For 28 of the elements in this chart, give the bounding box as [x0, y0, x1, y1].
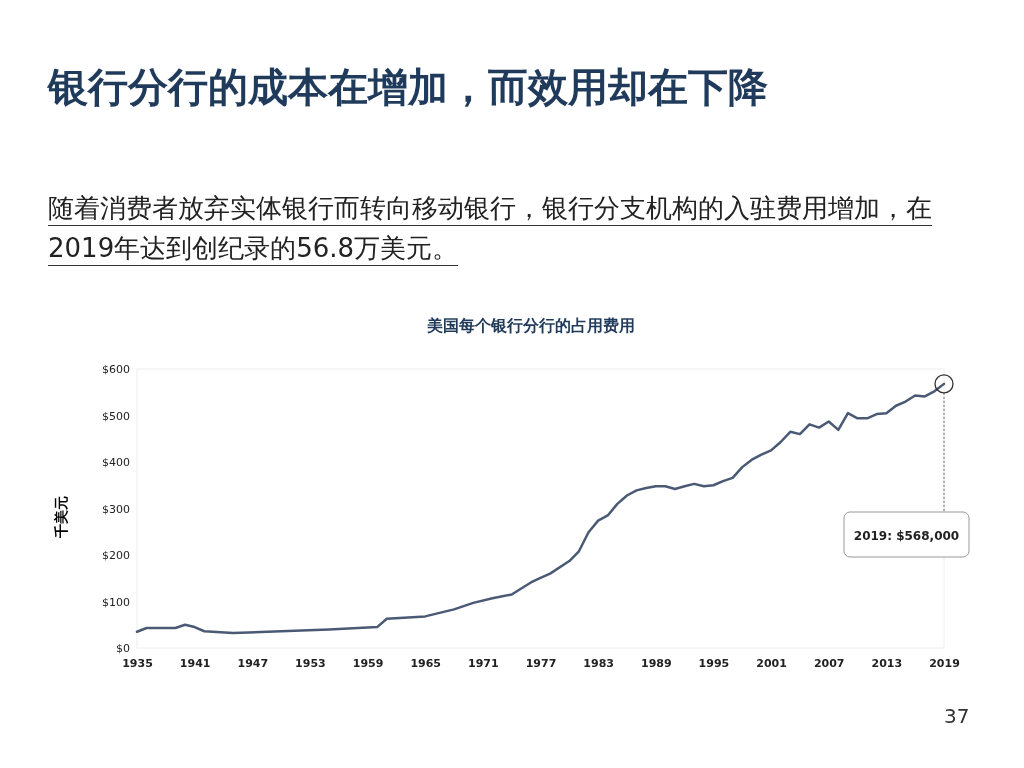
x-tick-label: 1971 — [468, 656, 499, 670]
y-tick-label: $200 — [102, 549, 130, 563]
text: 随着消费者放弃实体银行而转向移动银行，银行分支机构的入驻费用增加，在2019年达到创纪录的56.8万美元。 — [48, 193, 932, 266]
x-tick-label: 1965 — [410, 656, 442, 670]
y-tick-label: $0 — [116, 642, 130, 656]
x-tick-label: 1941 — [179, 656, 211, 670]
y-axis-title: 千美元 — [53, 495, 69, 539]
x-tick-label: 2013 — [871, 656, 903, 670]
text: 37 — [944, 704, 970, 728]
x-tick-label: 1989 — [640, 656, 672, 670]
y-tick-label: $600 — [102, 363, 130, 377]
x-tick-label: 1995 — [698, 656, 730, 670]
text: 银行分行的成本在增加，而效用却在下降 — [48, 63, 768, 112]
x-tick-label: 2001 — [756, 656, 787, 670]
x-tick-label: 1977 — [525, 656, 557, 670]
x-tick-label: 1935 — [122, 656, 153, 670]
y-tick-label: $400 — [102, 456, 130, 470]
annotation: 2019: $568,000 — [853, 528, 960, 543]
x-tick-label: 2019 — [929, 656, 960, 670]
x-tick-label: 2007 — [813, 656, 845, 670]
chart-title: 美国每个银行分行的占用费用 — [425, 316, 635, 335]
x-tick-label: 1953 — [295, 656, 326, 670]
y-tick-label: $300 — [102, 502, 130, 516]
x-tick-label: 1983 — [583, 656, 614, 670]
y-tick-label: $500 — [102, 409, 130, 423]
x-tick-label: 1947 — [237, 656, 269, 670]
y-tick-label: $100 — [102, 595, 130, 609]
x-tick-label: 1959 — [352, 656, 384, 670]
